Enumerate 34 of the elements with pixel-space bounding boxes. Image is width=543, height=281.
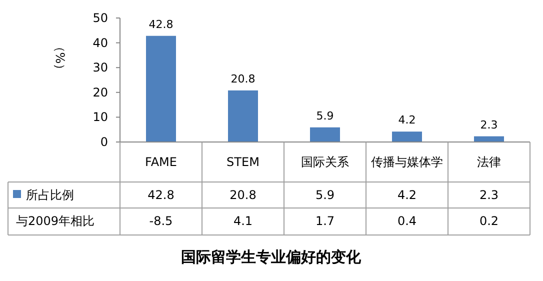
text: 0.2 (479, 214, 499, 228)
text: 4.2 (397, 188, 417, 202)
y-tick-label: 50 (92, 11, 108, 25)
data-label: 2.3 (480, 118, 498, 132)
y-tick-label: 40 (92, 36, 108, 50)
bar (146, 36, 176, 142)
text: 1.7 (315, 214, 335, 228)
text: 0.4 (397, 214, 417, 228)
bar (310, 127, 340, 142)
text: 4.1 (233, 214, 253, 228)
x-tick-label: 国际关系 (301, 155, 349, 169)
data-label: 5.9 (316, 109, 334, 122)
x-tick-label: STEM (226, 155, 260, 169)
y-tick-label: 10 (92, 110, 108, 124)
y-tick-label: 30 (92, 60, 108, 75)
x-tick-label: 法律 (477, 155, 501, 169)
text: 国际留学生专业偏好的变化 (181, 248, 362, 266)
text: -8.5 (149, 214, 173, 228)
y-axis-title: （%） (53, 40, 67, 76)
data-label: 20.8 (230, 72, 256, 86)
text: 2.3 (479, 188, 499, 202)
x-tick-label: FAME (145, 155, 177, 169)
data-label: 42.8 (148, 18, 174, 31)
bar (228, 90, 258, 142)
y-tick-label: 20 (92, 85, 108, 100)
text: 5.9 (315, 188, 335, 202)
y-tick-label: 0 (100, 135, 108, 149)
x-tick-label: 传播与媒体学 (371, 155, 443, 169)
text: 20.8 (230, 188, 256, 202)
data-label: 4.2 (398, 114, 416, 127)
text: 42.8 (148, 188, 174, 202)
legend-label: 所占比例 (26, 188, 74, 202)
bar (392, 132, 422, 142)
text: 与2009年相比 (16, 214, 95, 228)
